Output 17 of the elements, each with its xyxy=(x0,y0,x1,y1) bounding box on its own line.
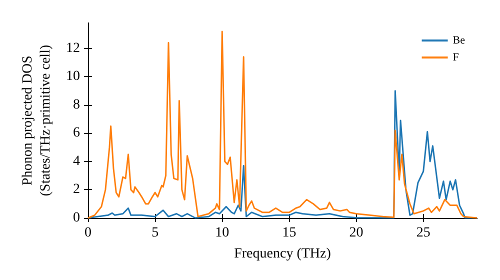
y-tick-label: 0 xyxy=(73,210,80,226)
x-tick-label: 0 xyxy=(84,226,92,240)
y-tick-label: 2 xyxy=(73,182,80,198)
x-tick-label: 15 xyxy=(282,226,296,240)
y-tick-label: 6 xyxy=(73,126,80,141)
legend-label: F xyxy=(452,52,459,64)
legend-label: Be xyxy=(452,34,466,46)
y-tick-label: 4 xyxy=(73,154,80,169)
y-axis-title: Phonon projected DOS (States/THz·primitive cell) xyxy=(20,44,54,196)
x-axis-title: Frequency (THz) xyxy=(234,246,332,262)
x-tick-label: 10 xyxy=(215,226,230,240)
x-tick-label: 5 xyxy=(152,226,159,240)
y-tick-label: 8 xyxy=(73,97,80,112)
x-tick-label: 20 xyxy=(349,226,364,240)
y-tick-label: 10 xyxy=(66,69,80,84)
y-tick-label: 12 xyxy=(66,40,80,56)
x-tick-label: 25 xyxy=(416,226,430,240)
